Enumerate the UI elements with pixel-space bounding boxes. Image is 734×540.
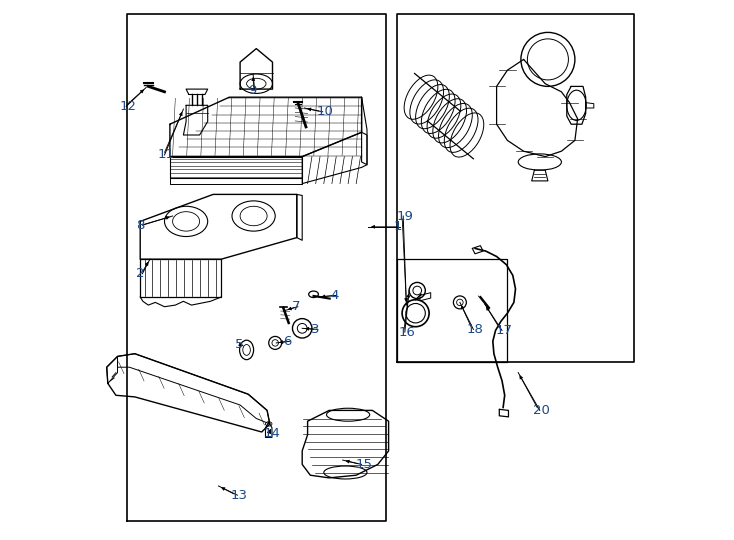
Text: 16: 16 (399, 326, 415, 339)
Text: 3: 3 (311, 323, 320, 336)
Text: 9: 9 (248, 84, 257, 97)
Text: 18: 18 (467, 323, 484, 336)
Text: 8: 8 (136, 219, 145, 232)
Text: 15: 15 (355, 458, 372, 471)
Text: 7: 7 (291, 300, 300, 313)
Text: 19: 19 (396, 210, 413, 222)
Text: 20: 20 (534, 404, 550, 417)
Text: 10: 10 (316, 105, 333, 118)
Text: 13: 13 (231, 489, 248, 502)
Text: 6: 6 (283, 335, 291, 348)
Text: 4: 4 (330, 289, 338, 302)
Text: 11: 11 (158, 148, 175, 161)
Text: 12: 12 (120, 100, 137, 113)
Text: 1: 1 (394, 220, 402, 233)
Text: 14: 14 (264, 427, 280, 440)
Text: 17: 17 (495, 324, 512, 337)
Text: 5: 5 (235, 338, 243, 351)
Text: 2: 2 (136, 267, 145, 280)
